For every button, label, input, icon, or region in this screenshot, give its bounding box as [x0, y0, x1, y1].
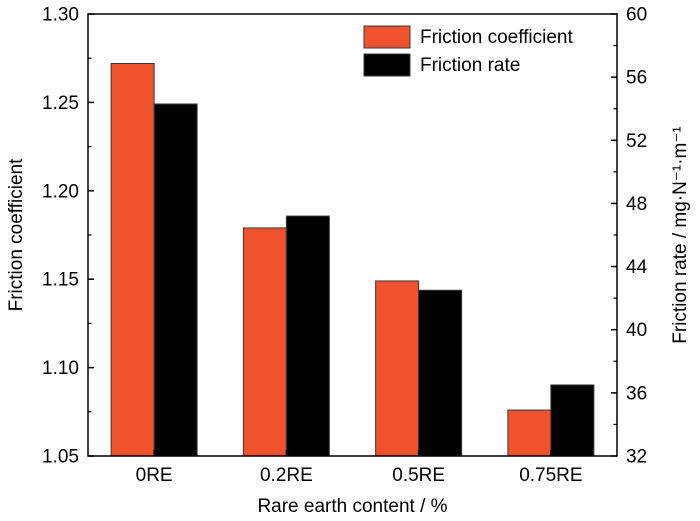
- bar-friction-coefficient-0-5re: [375, 280, 420, 457]
- legend: Friction coefficient Friction rate: [363, 25, 573, 77]
- bar-friction-coefficient-0-75re: [507, 409, 552, 457]
- x-axis: 0RE 0.2RE 0.5RE 0.75RE: [136, 450, 583, 486]
- right-tick-label: 52: [626, 131, 647, 152]
- right-tick-label: 60: [626, 5, 647, 26]
- legend-label-friction-coefficient: Friction coefficient: [420, 27, 573, 48]
- right-tick-label: 48: [626, 194, 647, 215]
- right-tick-label: 56: [626, 68, 647, 89]
- x-tick-label: 0.2RE: [260, 465, 313, 486]
- left-tick-label: 1.25: [42, 93, 79, 114]
- legend-swatch-friction-coefficient: [363, 25, 411, 49]
- bars-group: [110, 63, 595, 457]
- left-tick-label: 1.20: [42, 181, 79, 202]
- right-tick-label: 44: [626, 257, 648, 278]
- left-tick-label: 1.05: [42, 447, 79, 468]
- right-tick-label: 36: [626, 383, 647, 404]
- right-tick-label: 40: [626, 320, 647, 341]
- legend-swatch-friction-rate: [363, 53, 411, 77]
- bar-friction-rate-0-5re: [418, 289, 463, 457]
- bar-friction-rate-0re: [153, 103, 198, 457]
- left-tick-label: 1.15: [42, 270, 79, 291]
- left-tick-label: 1.10: [42, 358, 79, 379]
- right-axis: 32 36 40 44 48 52 56 60: [611, 5, 648, 468]
- y2-axis-title: Friction rate / mg·N⁻¹·m⁻¹: [670, 126, 691, 343]
- left-axis: 1.05 1.10 1.15 1.20 1.25 1.30: [42, 5, 94, 468]
- x-axis-title: Rare earth content / %: [257, 496, 447, 517]
- x-tick-label: 0.5RE: [392, 465, 445, 486]
- y-axis-title: Friction coefficient: [6, 158, 27, 311]
- x-tick-label: 0.75RE: [519, 465, 582, 486]
- bar-friction-rate-0-75re: [550, 384, 595, 457]
- bar-friction-rate-0-2re: [285, 215, 330, 457]
- left-tick-label: 1.30: [42, 5, 79, 26]
- legend-label-friction-rate: Friction rate: [420, 55, 520, 76]
- bar-friction-coefficient-0-2re: [242, 227, 287, 457]
- bar-friction-coefficient-0re: [110, 63, 155, 457]
- x-tick-label: 0RE: [136, 465, 173, 486]
- right-tick-label: 32: [626, 447, 647, 468]
